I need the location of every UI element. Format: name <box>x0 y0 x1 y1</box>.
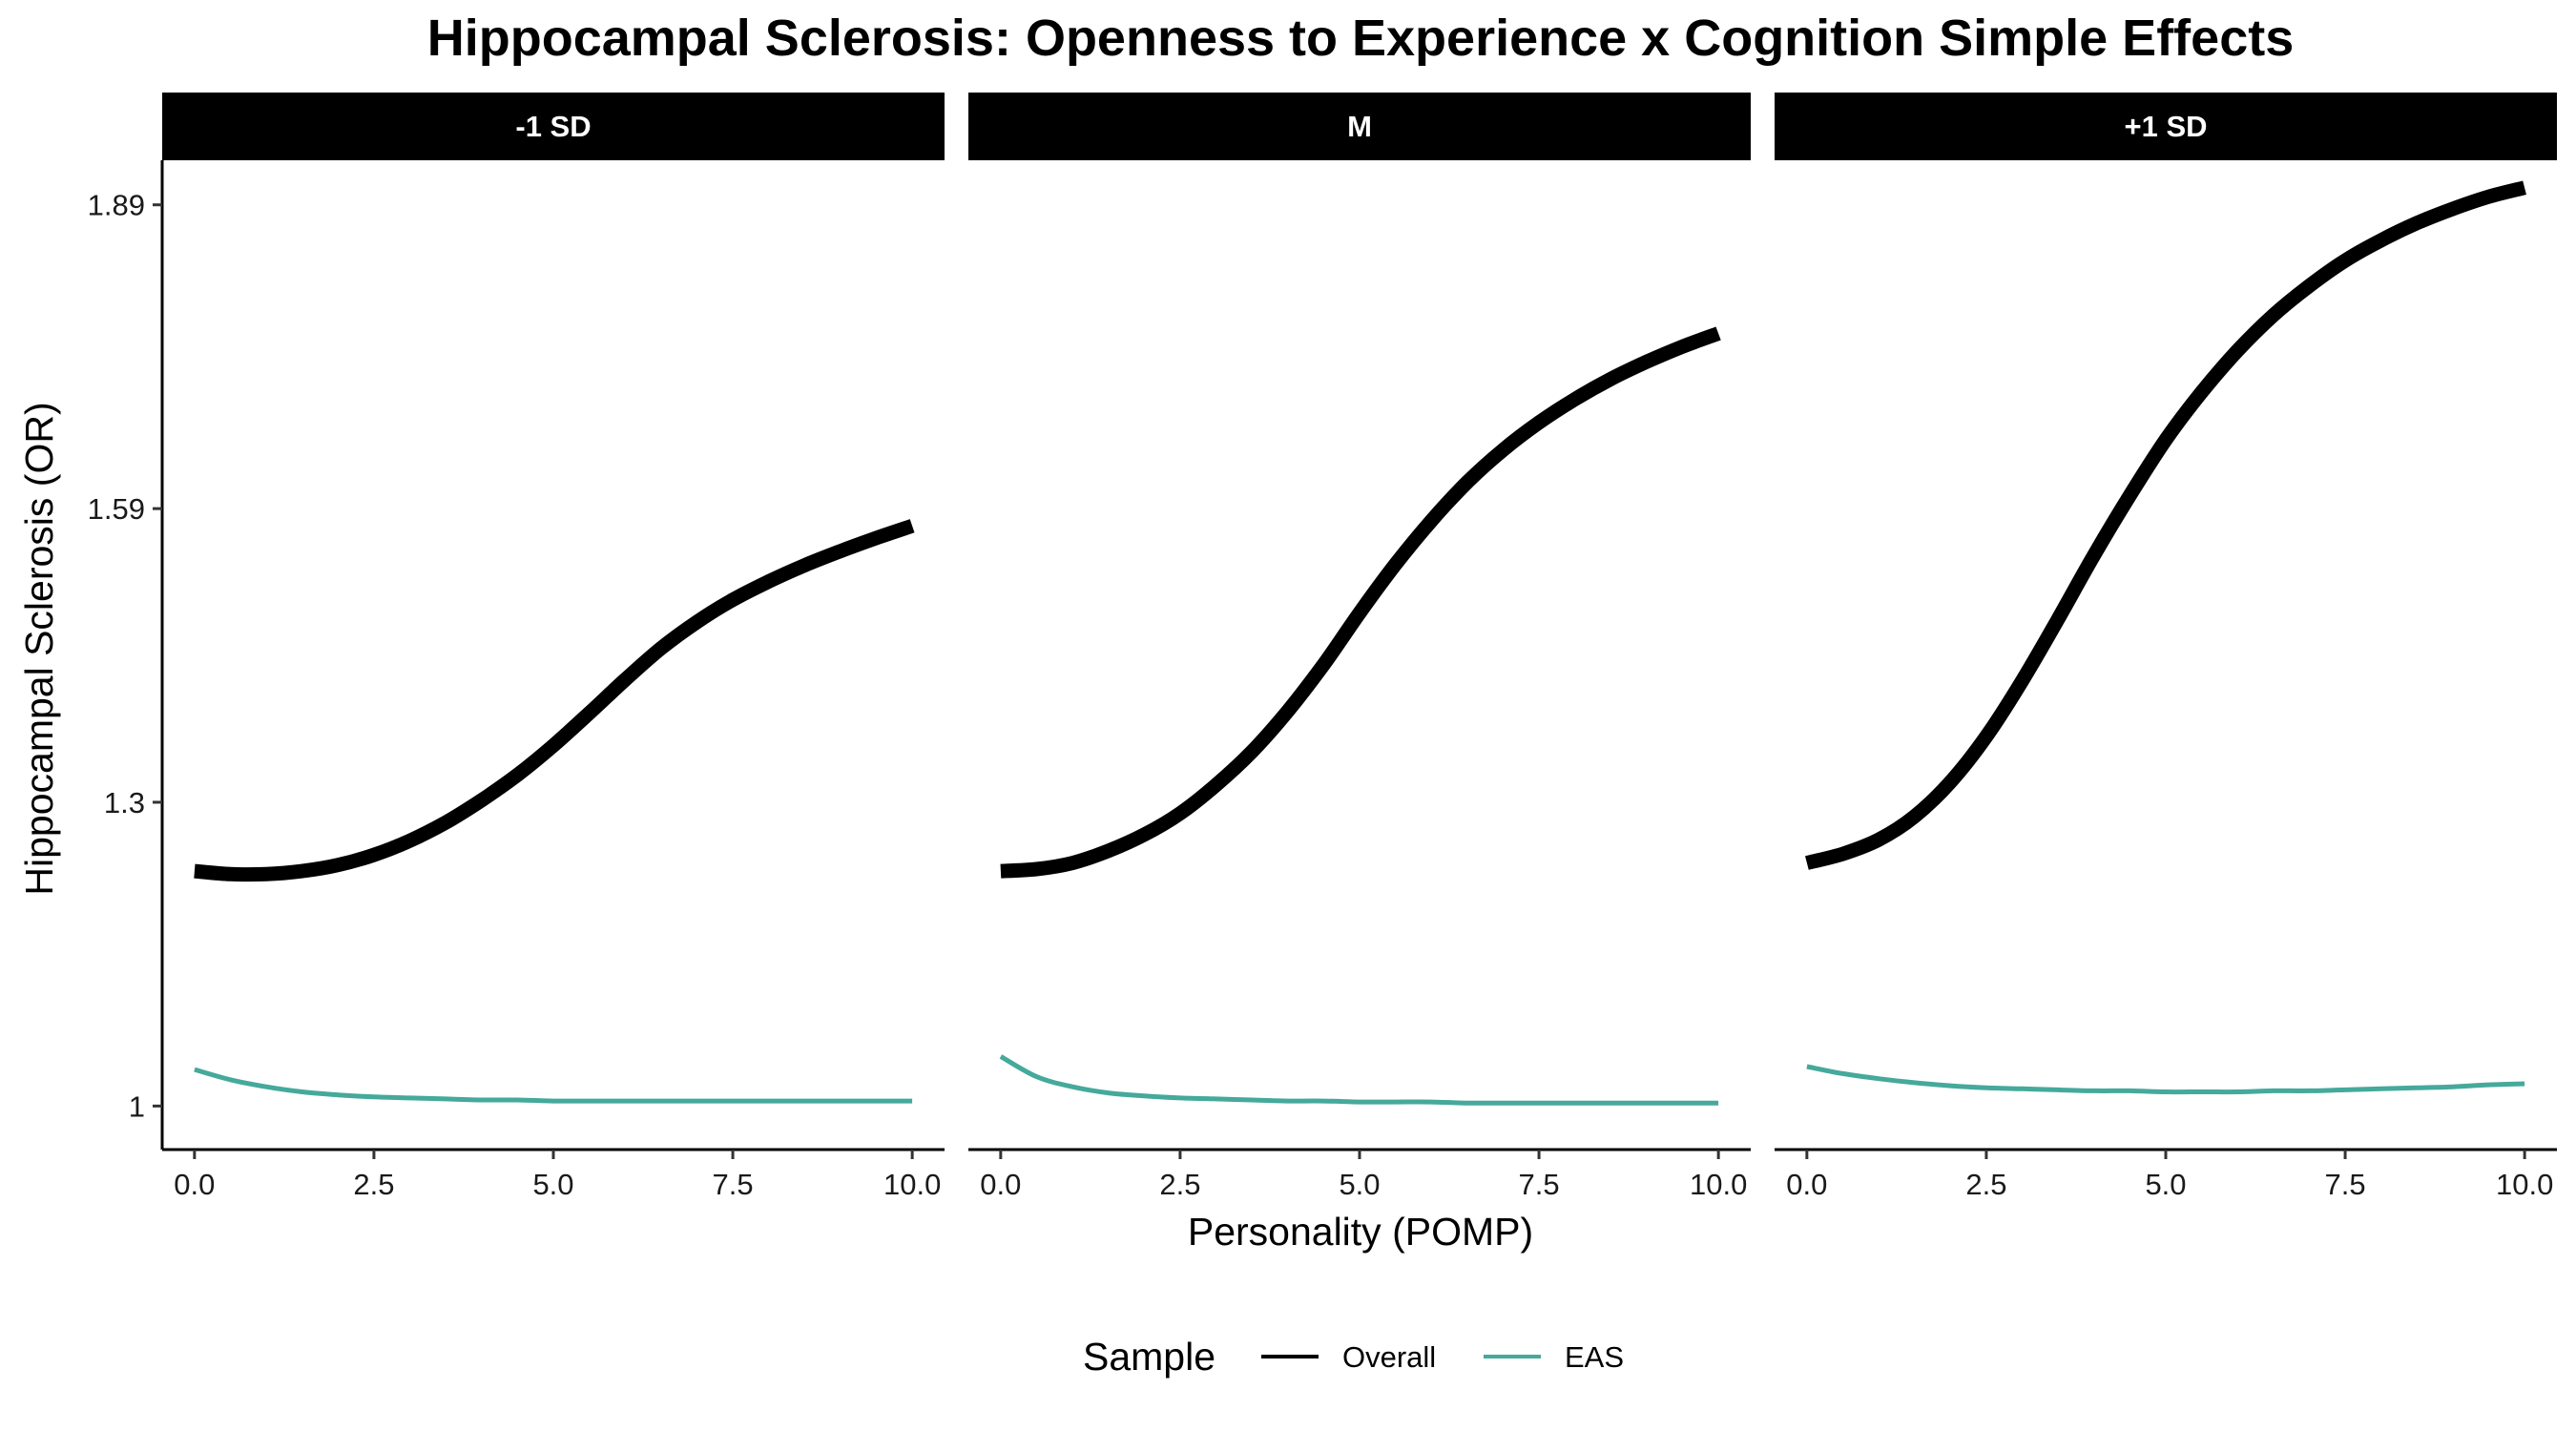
x-tick-label: 2.5 <box>353 1168 394 1201</box>
x-tick-label: 10.0 <box>1690 1168 1747 1201</box>
x-tick-label: 2.5 <box>1965 1168 2006 1201</box>
panel-strip-label: M <box>1347 110 1372 143</box>
legend-label-eas: EAS <box>1565 1340 1624 1374</box>
legend-label-overall: Overall <box>1342 1340 1436 1374</box>
series-line-eas <box>1806 1064 2525 1095</box>
y-axis-title: Hippocampal Sclerosis (OR) <box>17 402 61 895</box>
legend-title: Sample <box>1083 1335 1215 1379</box>
x-tick-label: 0.0 <box>1786 1168 1827 1201</box>
panel-strip <box>1775 93 2557 160</box>
panel-2: +1 SD 0.0 2.5 5.0 7.5 10.0 <box>1775 93 2557 1201</box>
series-line-overall <box>194 519 915 882</box>
y-tick-label: 1.3 <box>104 786 145 819</box>
panel-strip-label: -1 SD <box>515 110 591 143</box>
series-line-overall <box>1000 326 1721 879</box>
x-tick-label: 5.0 <box>532 1168 573 1201</box>
series-line-eas <box>194 1067 913 1104</box>
y-tick-label: 1.59 <box>88 492 145 526</box>
panels: -1 SD 0.0 2.5 5.0 7.5 10.0 1 1.3 1.59 1.89 M 0.0 2.5… <box>88 93 2557 1201</box>
x-tick-label: 0.0 <box>174 1168 215 1201</box>
y-tick-label: 1 <box>129 1089 145 1123</box>
chart-title: Hippocampal Sclerosis: Openness to Exper… <box>427 10 2295 67</box>
panel-strip <box>968 93 1751 160</box>
x-tick-label: 10.0 <box>883 1168 941 1201</box>
panel-strip-label: +1 SD <box>2124 110 2207 143</box>
x-tick-label: 5.0 <box>2145 1168 2186 1201</box>
x-tick-label: 0.0 <box>980 1168 1021 1201</box>
x-tick-label: 7.5 <box>713 1168 754 1201</box>
legend: Sample Overall EAS <box>1083 1335 1624 1379</box>
series-line-eas <box>999 1054 1719 1106</box>
x-tick-label: 2.5 <box>1159 1168 1200 1201</box>
x-tick-label: 7.5 <box>1519 1168 1560 1201</box>
x-tick-label: 5.0 <box>1339 1168 1380 1201</box>
panel-1: M 0.0 2.5 5.0 7.5 10.0 <box>968 93 1751 1201</box>
panel-strip <box>162 93 945 160</box>
x-tick-label: 7.5 <box>2325 1168 2366 1201</box>
series-line-overall <box>1805 180 2526 870</box>
y-tick-label: 1.89 <box>88 189 145 222</box>
panel-0: -1 SD 0.0 2.5 5.0 7.5 10.0 1 1.3 1.59 1.89 <box>88 93 945 1201</box>
x-tick-label: 10.0 <box>2496 1168 2553 1201</box>
x-axis-title: Personality (POMP) <box>1188 1210 1533 1254</box>
